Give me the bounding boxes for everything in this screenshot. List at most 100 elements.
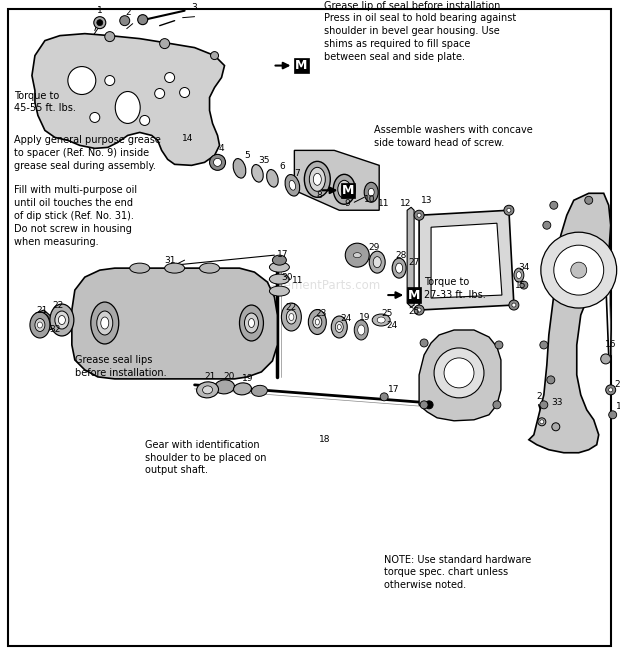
Ellipse shape [337, 324, 341, 329]
Text: 1: 1 [97, 6, 103, 15]
Text: 13: 13 [422, 196, 433, 205]
Text: 21: 21 [36, 305, 48, 314]
Circle shape [414, 305, 424, 315]
Text: 5: 5 [245, 151, 250, 160]
Text: 17: 17 [277, 250, 288, 259]
Circle shape [420, 401, 428, 409]
Circle shape [211, 52, 218, 60]
Ellipse shape [203, 386, 213, 394]
Circle shape [434, 348, 484, 398]
Text: Apply general purpose grease
to spacer (Ref. No. 9) inside
grease seal during as: Apply general purpose grease to spacer (… [14, 136, 161, 171]
Text: 22: 22 [52, 301, 63, 310]
Text: 11: 11 [378, 198, 390, 208]
Circle shape [538, 418, 546, 426]
Ellipse shape [372, 314, 390, 326]
Text: 31: 31 [164, 255, 175, 265]
Ellipse shape [270, 262, 290, 272]
Text: 2: 2 [614, 381, 619, 389]
Text: 25: 25 [409, 307, 420, 316]
Text: Torque to
45-55 ft. lbs.: Torque to 45-55 ft. lbs. [14, 90, 76, 113]
Circle shape [120, 16, 130, 26]
Ellipse shape [304, 161, 330, 197]
Ellipse shape [215, 380, 234, 394]
Text: 18: 18 [319, 436, 330, 444]
Polygon shape [419, 210, 514, 310]
Ellipse shape [377, 317, 385, 323]
Ellipse shape [373, 257, 381, 268]
Ellipse shape [197, 382, 218, 398]
Text: 3: 3 [192, 3, 197, 12]
Circle shape [39, 314, 49, 324]
Text: 12: 12 [401, 198, 412, 208]
Circle shape [345, 243, 369, 267]
Circle shape [609, 388, 613, 392]
Polygon shape [529, 193, 611, 453]
Circle shape [425, 401, 433, 409]
Ellipse shape [514, 268, 524, 282]
Polygon shape [72, 268, 277, 379]
Circle shape [541, 233, 617, 308]
Ellipse shape [249, 318, 254, 328]
Text: 35: 35 [259, 156, 270, 165]
Ellipse shape [115, 92, 140, 123]
Ellipse shape [58, 316, 65, 324]
Ellipse shape [165, 263, 185, 273]
Text: 28: 28 [396, 251, 407, 259]
Ellipse shape [353, 253, 361, 257]
Text: 24: 24 [386, 320, 398, 329]
Text: 16: 16 [605, 341, 616, 350]
Bar [341, 183, 355, 198]
Ellipse shape [267, 170, 278, 187]
Ellipse shape [313, 316, 322, 328]
Circle shape [554, 245, 604, 295]
Ellipse shape [55, 311, 69, 329]
Circle shape [601, 354, 611, 364]
Ellipse shape [354, 320, 368, 340]
Ellipse shape [341, 185, 347, 194]
Circle shape [210, 155, 226, 170]
Circle shape [165, 73, 175, 83]
Ellipse shape [289, 314, 294, 320]
Ellipse shape [392, 258, 406, 278]
Text: 27: 27 [409, 257, 420, 267]
Ellipse shape [270, 286, 290, 296]
Ellipse shape [252, 385, 267, 396]
Bar [294, 58, 309, 73]
Text: 2: 2 [536, 392, 542, 402]
Text: 17: 17 [388, 385, 400, 394]
Circle shape [138, 14, 148, 25]
Text: 25: 25 [381, 309, 393, 318]
Circle shape [493, 401, 501, 409]
Circle shape [495, 341, 503, 349]
Ellipse shape [272, 255, 286, 265]
Ellipse shape [285, 174, 299, 196]
Ellipse shape [335, 322, 343, 333]
Text: 22: 22 [286, 303, 297, 312]
Circle shape [504, 205, 514, 215]
Text: 20: 20 [224, 373, 235, 381]
Ellipse shape [338, 180, 351, 198]
Circle shape [550, 201, 558, 209]
Circle shape [512, 303, 516, 307]
Text: 24: 24 [340, 314, 352, 322]
Circle shape [509, 300, 519, 310]
Circle shape [540, 341, 548, 349]
Polygon shape [407, 207, 414, 307]
Ellipse shape [200, 263, 219, 273]
Circle shape [140, 115, 149, 126]
Circle shape [154, 88, 165, 98]
Text: 34: 34 [518, 263, 529, 272]
Bar [407, 288, 422, 303]
Text: Fill with multi-purpose oil
until oil touches the end
of dip stick (Ref. No. 31): Fill with multi-purpose oil until oil to… [14, 185, 137, 246]
Circle shape [160, 39, 170, 48]
Circle shape [68, 67, 96, 94]
Circle shape [520, 281, 528, 289]
Text: 7: 7 [294, 169, 300, 178]
Circle shape [180, 88, 190, 98]
Text: 8: 8 [316, 191, 322, 200]
Ellipse shape [234, 383, 252, 395]
Text: M: M [342, 184, 355, 196]
Ellipse shape [368, 188, 374, 196]
Circle shape [90, 113, 100, 122]
Text: 1: 1 [616, 402, 620, 411]
